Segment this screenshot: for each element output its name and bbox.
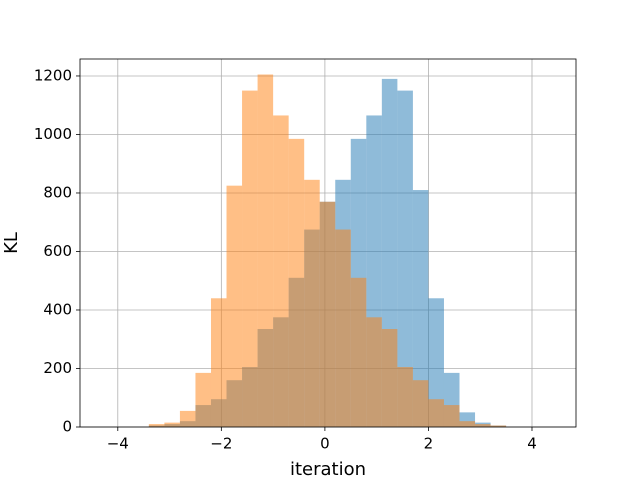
histogram-bar	[148, 424, 165, 427]
y-axis-label: KL	[1, 232, 22, 254]
x-tick-label: −4	[107, 435, 129, 453]
x-tick-label: 2	[424, 435, 434, 453]
y-tick-label: 600	[43, 242, 72, 260]
histogram-bar	[428, 399, 444, 427]
plot-frame	[79, 58, 577, 428]
x-tick-label: 0	[320, 435, 330, 453]
histogram-bar	[443, 405, 460, 427]
histogram-bar	[195, 372, 211, 427]
histogram-bar	[164, 422, 180, 427]
histogram-bar	[475, 424, 491, 427]
x-tick-label: 4	[527, 435, 537, 453]
histogram-bar	[350, 277, 367, 427]
histogram-bar	[381, 329, 398, 427]
y-tick-label: 400	[43, 300, 72, 318]
histogram-bar	[490, 425, 507, 427]
y-tick-label: 1200	[34, 66, 72, 84]
histogram-bar	[288, 138, 305, 427]
histogram-bar	[273, 115, 289, 427]
histogram-bar	[257, 74, 274, 428]
y-tick-label: 200	[43, 359, 72, 377]
histogram-bar	[459, 421, 476, 427]
histogram-bar	[366, 317, 382, 427]
histogram-bar	[397, 90, 413, 427]
histogram-bar	[210, 298, 227, 427]
histogram-bar	[397, 367, 413, 427]
histogram-bar	[335, 229, 351, 427]
x-axis-label: iteration	[290, 459, 366, 480]
histogram-bar	[304, 179, 320, 427]
y-tick-label: 0	[62, 418, 72, 436]
histogram-bar	[319, 201, 336, 427]
histogram-bar	[428, 298, 444, 427]
y-tick-label: 800	[43, 183, 72, 201]
histogram-bar	[179, 410, 196, 427]
y-tick-label: 1000	[34, 125, 72, 143]
x-tick-label: −2	[210, 435, 232, 453]
histogram-bar	[242, 90, 258, 427]
histogram-bar	[226, 185, 243, 427]
histogram-bar	[412, 190, 429, 427]
histogram-bar	[412, 380, 429, 427]
